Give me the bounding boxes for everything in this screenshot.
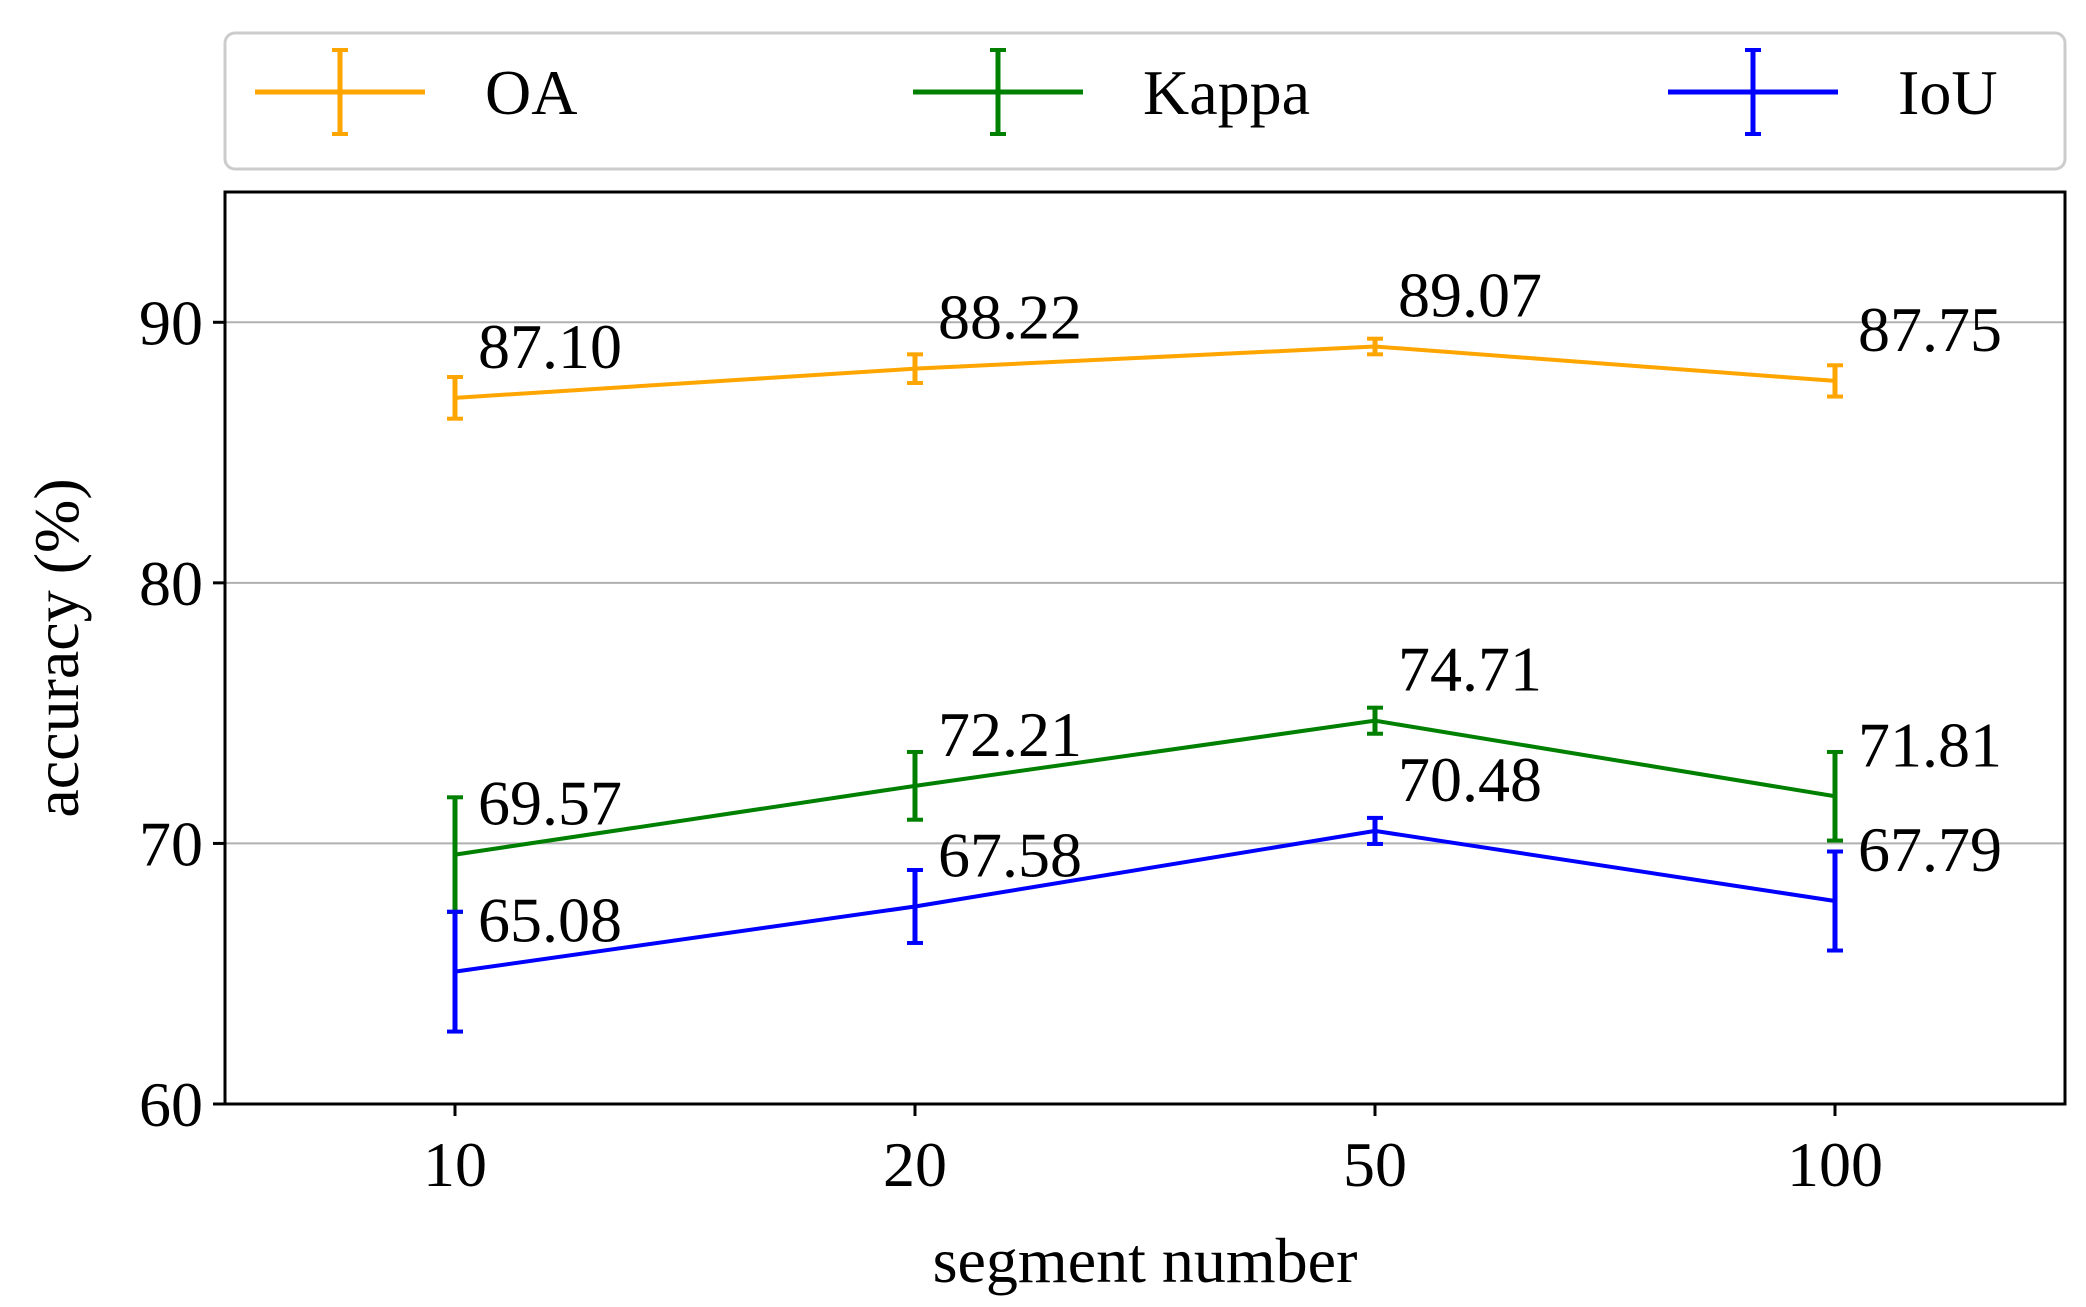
series-line-iou [454, 828, 1836, 974]
grid-lines [225, 321, 2065, 845]
data-label-iou-10: 65.08 [478, 885, 622, 956]
y-tick-label-60: 60 [139, 1069, 203, 1140]
error-bar-iou-50 [1367, 815, 1383, 846]
legend-label-iou: IoU [1898, 57, 1998, 128]
legend-entry-oa: OA [255, 48, 577, 136]
error-bar-iou-100 [1827, 849, 1843, 953]
data-label-iou-50: 70.48 [1398, 744, 1542, 815]
y-tick-label-70: 70 [139, 808, 203, 879]
x-tick-label-10: 10 [423, 1129, 487, 1200]
error-bar-oa-10 [447, 375, 463, 421]
error-bar-iou-20 [907, 868, 923, 945]
series-layer [447, 336, 1843, 1034]
x-axis-label: segment number [933, 1225, 1358, 1296]
x-tick-label-50: 50 [1343, 1129, 1407, 1200]
data-label-kappa-50: 74.71 [1398, 634, 1542, 705]
series-oa [447, 336, 1843, 421]
error-bar-oa-100 [1827, 363, 1843, 399]
y-axis-label: accuracy (%) [21, 478, 92, 817]
error-bar-oa-20 [907, 352, 923, 385]
legend-entry-kappa: Kappa [913, 48, 1310, 136]
legend-entries: OA Kappa IoU [255, 48, 1998, 136]
data-label-oa-50: 89.07 [1398, 260, 1542, 331]
series-iou [447, 815, 1843, 1034]
x-tick-label-20: 20 [883, 1129, 947, 1200]
legend-entry-iou: IoU [1668, 48, 1998, 136]
data-label-oa-100: 87.75 [1858, 294, 2002, 365]
x-tick-label-100: 100 [1787, 1129, 1883, 1200]
y-axis-ticks: 60 70 80 90 [139, 287, 225, 1140]
y-tick-label-80: 80 [139, 548, 203, 619]
data-labels: 87.10 88.22 89.07 87.75 69.57 72.21 74.71 71.81… [478, 260, 2002, 956]
error-bar-kappa-50 [1367, 705, 1383, 736]
data-label-iou-100: 67.79 [1858, 814, 2002, 885]
x-axis-ticks: 10 20 50 100 [423, 1104, 1883, 1200]
legend-label-kappa: Kappa [1143, 57, 1310, 128]
error-bar-iou-10 [447, 909, 463, 1034]
error-bar-kappa-100 [1827, 749, 1843, 843]
series-line-oa [454, 344, 1836, 400]
legend-frame [223, 31, 2067, 171]
data-label-oa-20: 88.22 [938, 282, 1082, 353]
legend-label-oa: OA [485, 57, 577, 128]
legend: OA Kappa IoU [223, 31, 2067, 171]
plot-frame [223, 190, 2067, 1106]
error-bar-kappa-20 [907, 749, 923, 822]
data-label-kappa-20: 72.21 [938, 699, 1082, 770]
error-bar-oa-50 [1367, 336, 1383, 357]
data-label-oa-10: 87.10 [478, 311, 622, 382]
data-label-iou-20: 67.58 [938, 819, 1082, 890]
y-tick-label-90: 90 [139, 287, 203, 358]
series-kappa [447, 705, 1843, 914]
data-label-kappa-100: 71.81 [1858, 709, 2002, 780]
data-label-kappa-10: 69.57 [478, 768, 622, 839]
series-line-kappa [454, 718, 1836, 857]
